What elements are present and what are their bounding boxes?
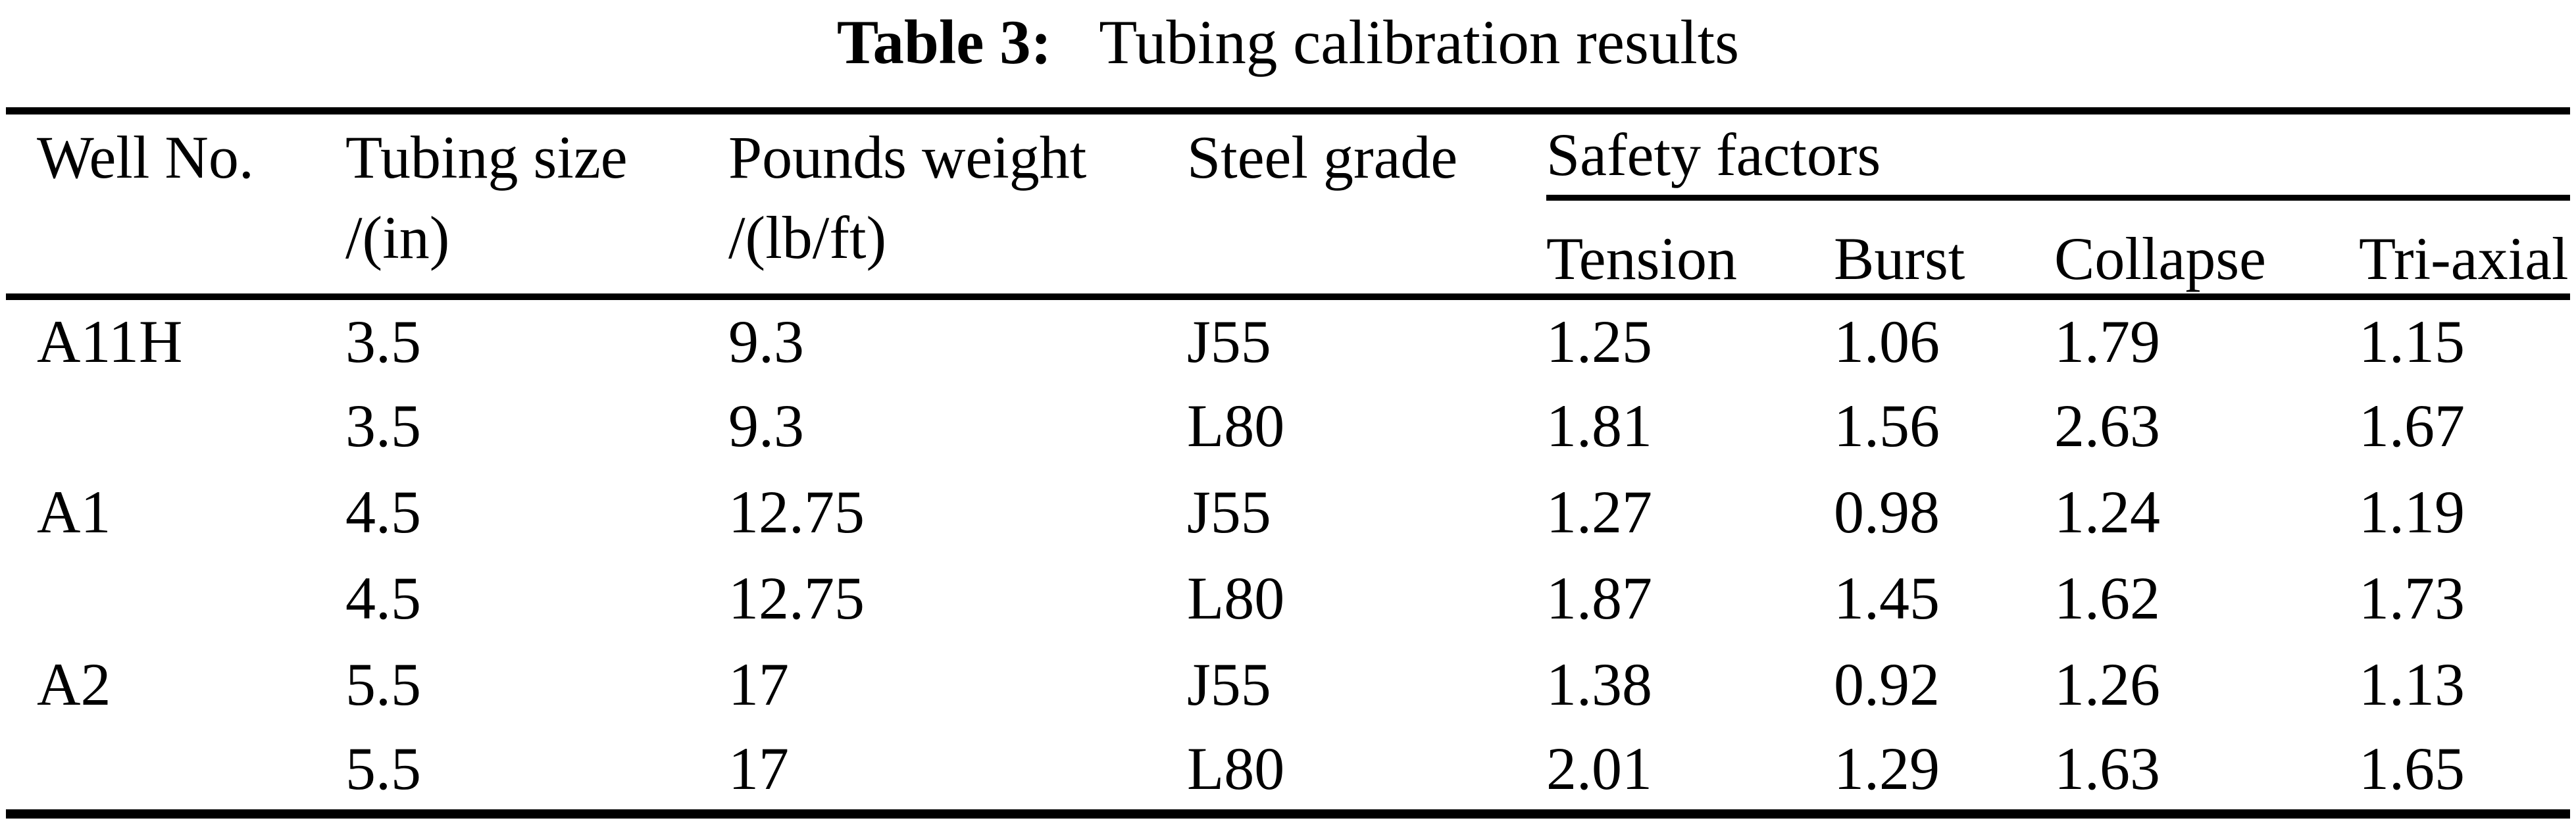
cell-tension: 1.81 [1546,392,1652,459]
cell-burst: 0.98 [1834,478,1940,545]
cell-well-no: A1 [37,478,111,545]
table-row: A1 4.5 12.75 J55 1.27 0.98 1.24 1.19 [6,469,2570,555]
col-header-tension: Tension [1546,197,1834,300]
cell-tubing-size: 5.5 [345,651,421,718]
cell-burst: 1.06 [1834,307,1940,375]
cell-pounds-weight: 12.75 [728,478,865,545]
cell-collapse: 1.79 [2054,307,2160,375]
col-header-well-no: Well No. [6,111,345,300]
col-header-collapse: Collapse [2054,197,2359,300]
col-header-burst: Burst [1834,197,2054,300]
col-header-tubing-size-unit: /(in) [345,204,450,271]
cell-burst: 1.45 [1834,565,1940,632]
cell-steel-grade: J55 [1187,478,1271,545]
caption-text: Tubing calibration results [1099,7,1740,77]
cell-pounds-weight: 9.3 [728,307,804,375]
col-header-steel-grade: Steel grade [1187,111,1546,300]
cell-collapse: 1.63 [2054,734,2160,802]
col-header-tri-axial: Tri-axial [2359,197,2571,300]
cell-tri-axial: 1.73 [2359,565,2465,632]
cell-pounds-weight: 9.3 [728,392,804,459]
cell-tension: 2.01 [1546,734,1652,802]
cell-tension: 1.27 [1546,478,1652,545]
cell-steel-grade: L80 [1187,392,1285,459]
caption-label: Table 3: [836,7,1052,77]
col-header-tubing-size-label: Tubing size [345,124,628,191]
cell-pounds-weight: 17 [728,651,789,718]
cell-pounds-weight: 17 [728,734,789,802]
table-row: A11H 3.5 9.3 J55 1.25 1.06 1.79 1.15 [6,297,2570,383]
col-header-pounds-weight: Pounds weight /(lb/ft) [728,111,1187,300]
cell-steel-grade: L80 [1187,565,1285,632]
table-row: 5.5 17 L80 2.01 1.29 1.63 1.65 [6,728,2570,814]
col-header-pounds-weight-unit: /(lb/ft) [728,204,887,271]
cell-tri-axial: 1.65 [2359,734,2465,802]
col-header-safety-factors: Safety factors [1546,111,2571,201]
table-caption: Table 3: Tubing calibration results [0,0,2576,77]
cell-well-no: A2 [37,651,111,718]
cell-tubing-size: 4.5 [345,565,421,632]
header-row-sub: Tension Burst Collapse Tri-axial [6,197,2571,300]
cell-collapse: 1.62 [2054,565,2160,632]
cell-tubing-size: 4.5 [345,478,421,545]
cell-tri-axial: 1.19 [2359,478,2465,545]
cell-steel-grade: L80 [1187,734,1285,802]
cell-tubing-size: 5.5 [345,734,421,802]
cell-burst: 1.56 [1834,392,1940,459]
cell-well-no [6,728,345,814]
cell-well-no [6,383,345,469]
cell-burst: 1.29 [1834,734,1940,802]
cell-collapse: 1.26 [2054,651,2160,718]
cell-tri-axial: 1.15 [2359,307,2465,375]
cell-tension: 1.87 [1546,565,1652,632]
col-header-pounds-weight-label: Pounds weight [728,124,1087,191]
header-row-top: Well No. Tubing size /(in) Pounds weight… [6,111,2571,300]
cell-tension: 1.25 [1546,307,1652,375]
cell-pounds-weight: 12.75 [728,565,865,632]
cell-collapse: 2.63 [2054,392,2160,459]
cell-steel-grade: J55 [1187,651,1271,718]
cell-well-no [6,555,345,642]
cell-collapse: 1.24 [2054,478,2160,545]
cell-steel-grade: J55 [1187,307,1271,375]
col-header-tubing-size: Tubing size /(in) [345,111,728,300]
tubing-calibration-table: Well No. Tubing size /(in) Pounds weight… [6,107,2571,819]
cell-well-no: A11H [37,307,183,375]
cell-tension: 1.38 [1546,651,1652,718]
cell-burst: 0.92 [1834,651,1940,718]
table-row: A2 5.5 17 J55 1.38 0.92 1.26 1.13 [6,642,2570,728]
col-header-steel-grade-label: Steel grade [1187,124,1458,191]
table-row: 4.5 12.75 L80 1.87 1.45 1.62 1.73 [6,555,2570,642]
col-header-well-no-label: Well No. [37,124,254,191]
cell-tubing-size: 3.5 [345,392,421,459]
cell-tri-axial: 1.67 [2359,392,2465,459]
cell-tubing-size: 3.5 [345,307,421,375]
cell-tri-axial: 1.13 [2359,651,2465,718]
table-row: 3.5 9.3 L80 1.81 1.56 2.63 1.67 [6,383,2570,469]
